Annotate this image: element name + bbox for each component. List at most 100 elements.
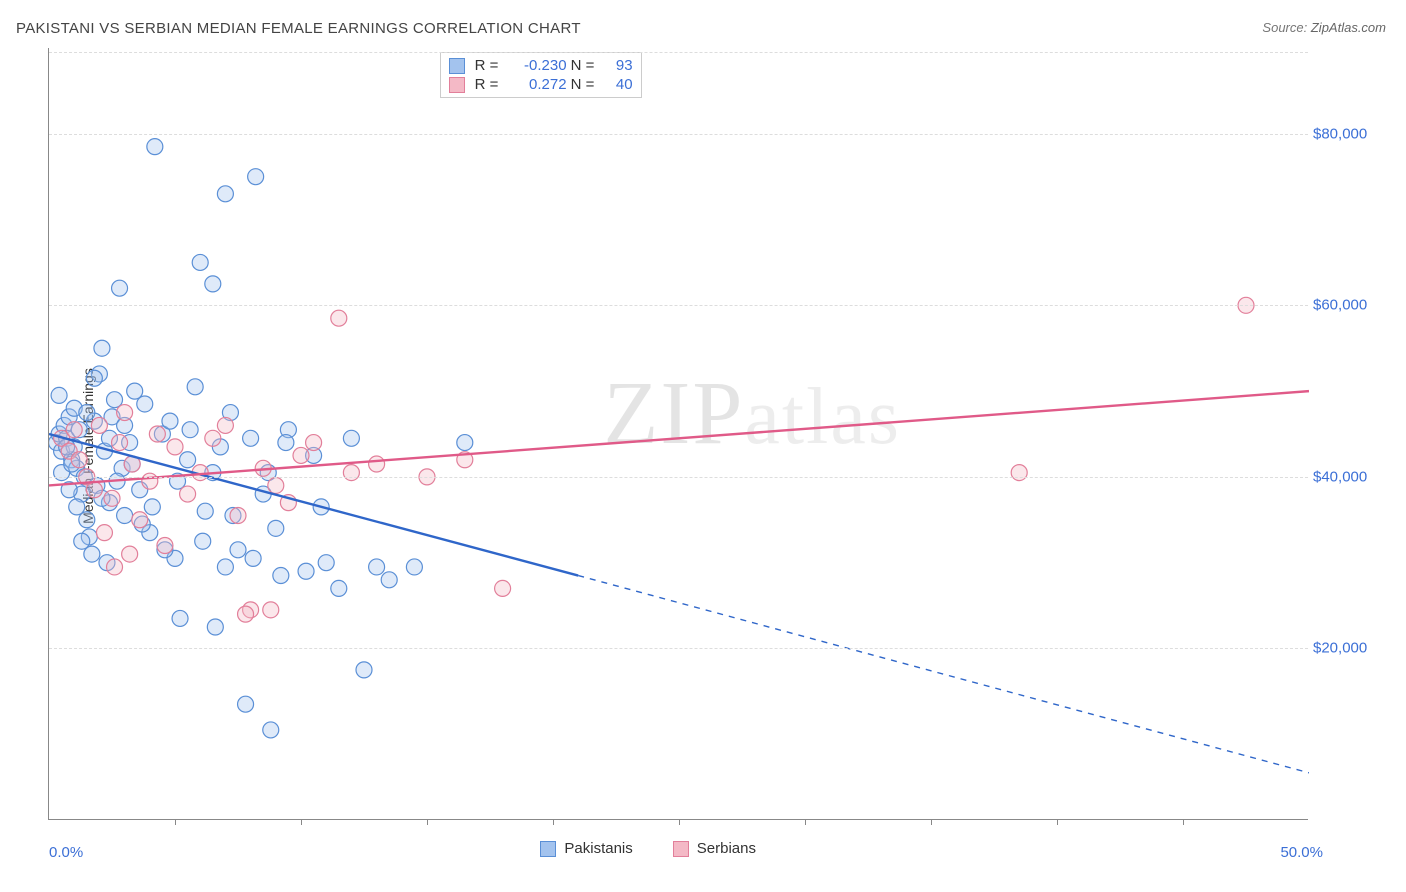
data-point [280, 495, 296, 511]
source-value: ZipAtlas.com [1311, 20, 1386, 35]
data-point [147, 139, 163, 155]
x-tick [931, 819, 932, 825]
data-point [187, 379, 203, 395]
data-point [91, 417, 107, 433]
data-point [71, 422, 87, 438]
data-point [127, 383, 143, 399]
data-point [170, 473, 186, 489]
data-point [212, 439, 228, 455]
x-tick [679, 819, 680, 825]
data-point [96, 443, 112, 459]
trend-line-extrapolated [578, 576, 1309, 773]
x-tick [1057, 819, 1058, 825]
data-point [117, 417, 133, 433]
data-point [51, 387, 67, 403]
data-point [167, 550, 183, 566]
data-point [406, 559, 422, 575]
data-point [343, 430, 359, 446]
data-point [124, 456, 140, 472]
stats-legend: R =-0.230N =93R =0.272N =40 [440, 52, 642, 98]
data-point [293, 447, 309, 463]
data-point [74, 533, 90, 549]
stat-label: R = [475, 57, 503, 74]
data-point [84, 546, 100, 562]
gridline [49, 52, 1308, 53]
data-point [124, 456, 140, 472]
data-point [263, 602, 279, 618]
data-point [91, 366, 107, 382]
plot-area: ZIPatlas R =-0.230N =93R =0.272N =40 Pak… [48, 48, 1308, 820]
data-point [61, 443, 77, 459]
legend-swatch [540, 841, 556, 857]
stat-label: N = [571, 57, 599, 74]
legend-label: Serbians [697, 840, 756, 857]
data-point [154, 426, 170, 442]
data-point [49, 435, 65, 451]
x-tick [175, 819, 176, 825]
legend-swatch [673, 841, 689, 857]
data-point [238, 606, 254, 622]
data-point [313, 499, 329, 515]
x-tick-label: 0.0% [49, 844, 83, 861]
data-point [369, 456, 385, 472]
data-point [61, 409, 77, 425]
data-point [122, 546, 138, 562]
data-point [217, 417, 233, 433]
data-point [71, 452, 87, 468]
data-point [59, 430, 75, 446]
data-point [86, 413, 102, 429]
data-point [306, 447, 322, 463]
stat-value-n: 93 [603, 57, 633, 74]
data-point [89, 477, 105, 493]
data-point [59, 439, 75, 455]
data-point [197, 503, 213, 519]
y-tick-label: $40,000 [1313, 468, 1388, 485]
data-point [298, 563, 314, 579]
data-point [66, 422, 82, 438]
data-point [157, 538, 173, 554]
watermark-part2: atlas [744, 373, 901, 461]
data-point [255, 486, 271, 502]
gridline [49, 648, 1308, 649]
data-point [217, 186, 233, 202]
data-point [81, 529, 97, 545]
data-point [54, 443, 70, 459]
data-point [306, 435, 322, 451]
data-point [137, 396, 153, 412]
data-point [117, 507, 133, 523]
data-point [381, 572, 397, 588]
source-attribution: Source: ZipAtlas.com [1262, 20, 1386, 35]
data-point [356, 662, 372, 678]
data-point [54, 465, 70, 481]
data-point [107, 559, 123, 575]
data-point [192, 254, 208, 270]
stat-label: N = [571, 76, 599, 93]
data-point [243, 602, 259, 618]
data-point [132, 512, 148, 528]
data-point [280, 422, 296, 438]
data-point [104, 409, 120, 425]
data-point [369, 559, 385, 575]
data-point [205, 465, 221, 481]
data-point [268, 477, 284, 493]
data-point [142, 525, 158, 541]
data-point [263, 722, 279, 738]
data-point [457, 435, 473, 451]
y-tick-label: $60,000 [1313, 297, 1388, 314]
legend-item: Pakistanis [540, 840, 632, 857]
data-point [243, 430, 259, 446]
y-tick-label: $80,000 [1313, 125, 1388, 142]
data-point [54, 430, 70, 446]
data-point [230, 542, 246, 558]
data-point [260, 465, 276, 481]
data-point [268, 520, 284, 536]
data-point [172, 610, 188, 626]
data-point [238, 696, 254, 712]
data-point [248, 169, 264, 185]
stat-value-r: 0.272 [507, 76, 567, 93]
data-point [167, 439, 183, 455]
data-point [144, 499, 160, 515]
data-point [192, 465, 208, 481]
y-tick-label: $20,000 [1313, 640, 1388, 657]
data-point [69, 460, 85, 476]
